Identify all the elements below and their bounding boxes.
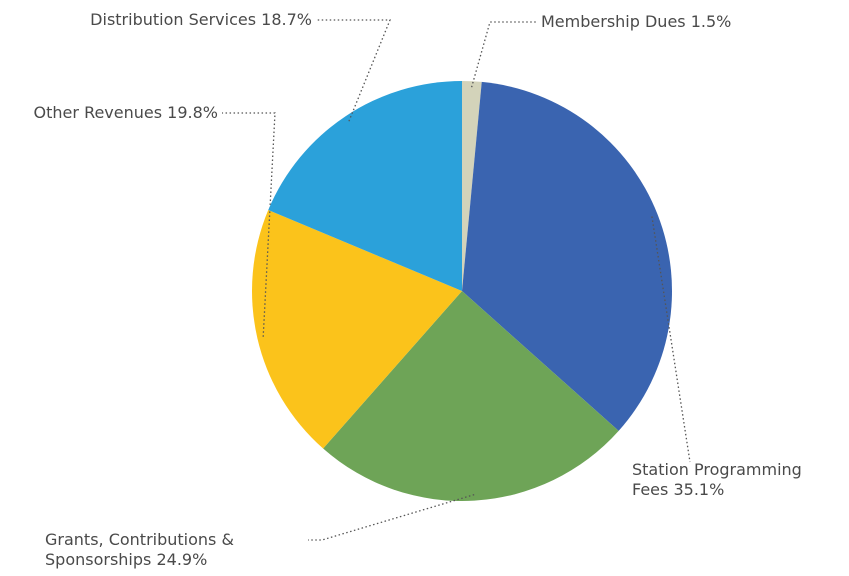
pie-slice — [268, 81, 462, 291]
value-label: 35.1% — [673, 480, 725, 499]
slice-label: Other Revenues 19.8% — [0, 103, 218, 123]
leader-line — [470, 21, 538, 88]
value-label: 18.7% — [261, 10, 312, 29]
pie-slice — [252, 210, 462, 449]
slice-label: Membership Dues 1.5% — [541, 12, 801, 32]
category-label: Grants, Contributions & Sponsorships — [45, 530, 234, 569]
slice-label: Station Programming Fees 35.1% — [632, 460, 842, 500]
category-label: Distribution Services — [90, 10, 257, 29]
value-label: 1.5% — [690, 12, 732, 31]
value-label: 19.8% — [167, 103, 218, 122]
category-label: Membership Dues — [541, 12, 686, 31]
category-label: Other Revenues — [33, 103, 163, 122]
slice-label: Grants, Contributions & Sponsorships 24.… — [45, 530, 305, 570]
pie-slice — [323, 291, 619, 501]
pie-slice — [462, 81, 482, 291]
leader-line — [222, 112, 276, 337]
leader-line — [651, 216, 691, 463]
value-label: 24.9% — [156, 550, 208, 569]
leader-line — [308, 494, 475, 541]
category-label: Station Programming Fees — [632, 460, 802, 499]
pie-slice — [462, 81, 672, 431]
leader-line — [316, 19, 391, 122]
slice-label: Distribution Services 18.7% — [0, 10, 312, 30]
